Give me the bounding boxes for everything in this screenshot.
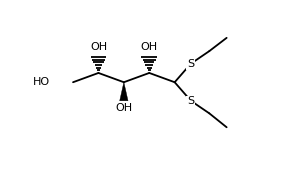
Text: HO: HO [33, 77, 50, 87]
Text: OH: OH [141, 42, 158, 52]
Polygon shape [120, 82, 128, 101]
Text: OH: OH [115, 103, 132, 113]
Text: OH: OH [90, 42, 107, 52]
Text: S: S [187, 59, 194, 69]
Text: S: S [187, 96, 194, 106]
